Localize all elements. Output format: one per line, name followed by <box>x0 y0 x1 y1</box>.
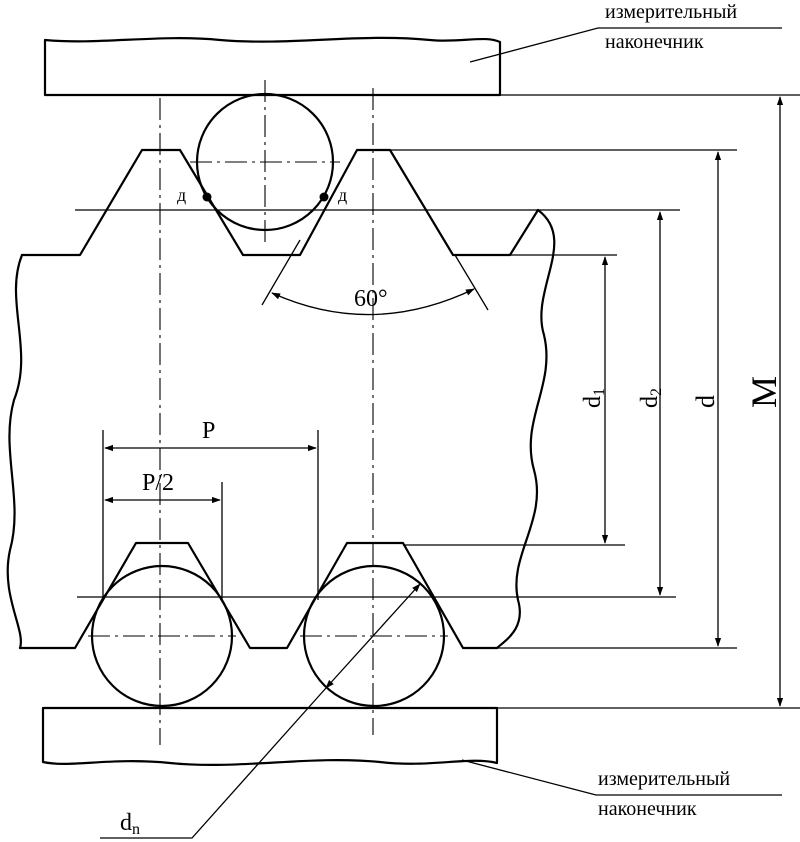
half-pitch-label: P/2 <box>142 470 174 496</box>
break-line-right <box>495 208 556 650</box>
contact-point-right <box>319 192 329 202</box>
angle-label: 60° <box>354 286 388 312</box>
probe-bottom-label-line1: измерительный <box>598 768 730 790</box>
pitch-label: P <box>202 418 215 444</box>
probe-bottom-label-line2: наконечник <box>598 798 697 820</box>
break-line-left <box>6 253 24 650</box>
probe-top-leader <box>469 27 782 63</box>
top-measuring-tip <box>43 36 502 97</box>
M-label: M <box>744 376 784 408</box>
angle-flank-left-extension <box>261 239 301 306</box>
contact-label-right: д <box>338 185 347 205</box>
contact-label-left: д <box>177 185 186 205</box>
contact-point-left <box>202 192 212 202</box>
dn-label: dn <box>120 810 140 838</box>
probe-top-label-line2: наконечник <box>605 31 704 53</box>
dn-leader-tail <box>100 687 327 839</box>
d-label: d <box>691 395 720 408</box>
angle-60-arc <box>271 288 475 316</box>
bottom-measuring-tip <box>41 706 499 767</box>
d2-label: d2 <box>637 388 665 408</box>
dn-leader <box>325 583 421 689</box>
probe-bottom-leader <box>461 759 782 796</box>
d1-label: d1 <box>580 388 608 408</box>
thread-profile-top <box>20 148 540 257</box>
probe-top-label-line1: измерительный <box>605 1 737 23</box>
angle-flank-right-extension <box>454 254 489 311</box>
